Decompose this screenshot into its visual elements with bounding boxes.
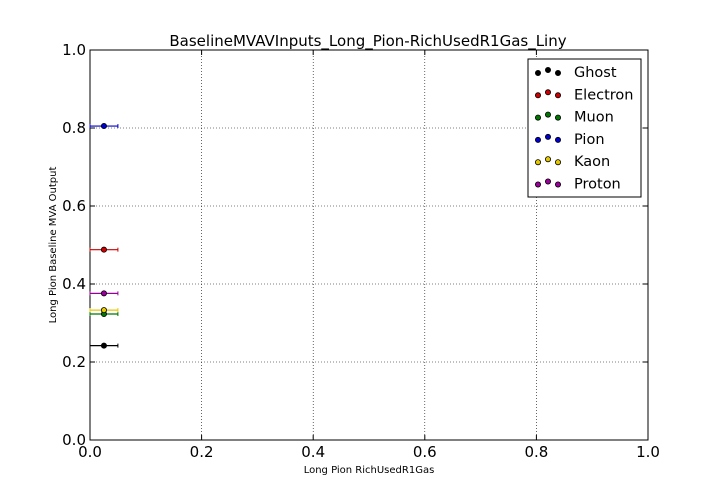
legend-entry-proton: Proton (535, 177, 621, 193)
legend-entry-ghost: Ghost (535, 65, 617, 81)
marker (100, 246, 107, 253)
x-axis-label: Long Pion RichUsedR1Gas (304, 465, 435, 476)
legend-marker (555, 70, 562, 77)
legend-label: Muon (574, 110, 614, 126)
x-tick-label: 0.4 (301, 443, 325, 461)
y-tick-label: 0.2 (62, 353, 86, 371)
legend-marker (545, 89, 552, 96)
data-point-kaon (89, 307, 119, 314)
marker (100, 342, 107, 349)
legend-marker (545, 67, 552, 74)
x-tick-label: 0.2 (190, 443, 214, 461)
data-points (89, 123, 119, 349)
x-tick-label: 0.8 (524, 443, 548, 461)
y-tick-label: 0.8 (62, 119, 86, 137)
legend-marker (545, 156, 552, 163)
marker (100, 123, 107, 130)
y-tick-label: 0.6 (62, 197, 86, 215)
legend-marker (545, 111, 552, 118)
legend-marker (535, 136, 542, 143)
plot-frame (89, 49, 649, 441)
marker (100, 290, 107, 297)
legend-marker (535, 92, 542, 99)
y-tick-label: 1.0 (62, 41, 86, 59)
legend-marker (555, 92, 562, 99)
data-point-ghost (89, 342, 119, 349)
x-tick-label: 1.0 (636, 443, 660, 461)
legend: Ghost Electron Muon Pion Kaon Proton (527, 58, 642, 198)
x-tick-label: 0.0 (78, 443, 102, 461)
legend-entry-muon: Muon (535, 110, 614, 126)
legend-marker (535, 159, 542, 166)
legend-entry-kaon: Kaon (535, 154, 610, 170)
legend-marker (535, 181, 542, 188)
legend-label: Electron (574, 87, 633, 103)
legend-box (527, 58, 642, 198)
legend-entry-pion: Pion (535, 132, 605, 148)
data-point-electron (89, 246, 119, 253)
legend-marker (545, 133, 552, 140)
legend-label: Proton (574, 177, 621, 193)
data-point-pion (89, 123, 119, 130)
legend-marker (555, 181, 562, 188)
legend-marker (555, 136, 562, 143)
axis-ticks: 0.0 0.2 0.4 0.6 0.8 1.0 0.0 0.2 0.4 0.6 0.8 1.0 (62, 41, 660, 461)
legend-label: Kaon (574, 154, 610, 170)
marker (100, 307, 107, 314)
legend-marker (535, 114, 542, 121)
legend-marker (555, 114, 562, 121)
legend-marker (545, 178, 552, 185)
x-tick-label: 0.6 (413, 443, 437, 461)
chart-title: BaselineMVAVInputs_Long_Pion-RichUsedR1G… (169, 32, 566, 51)
legend-entry-electron: Electron (535, 87, 633, 103)
legend-marker (555, 159, 562, 166)
legend-label: Ghost (574, 65, 617, 81)
legend-marker (535, 70, 542, 77)
grid (90, 50, 648, 440)
data-point-proton (89, 290, 119, 297)
legend-label: Pion (574, 132, 605, 148)
y-tick-label: 0.4 (62, 275, 86, 293)
y-axis-label: Long Pion Baseline MVA Output (48, 167, 59, 324)
y-tick-label: 0.0 (62, 431, 86, 449)
